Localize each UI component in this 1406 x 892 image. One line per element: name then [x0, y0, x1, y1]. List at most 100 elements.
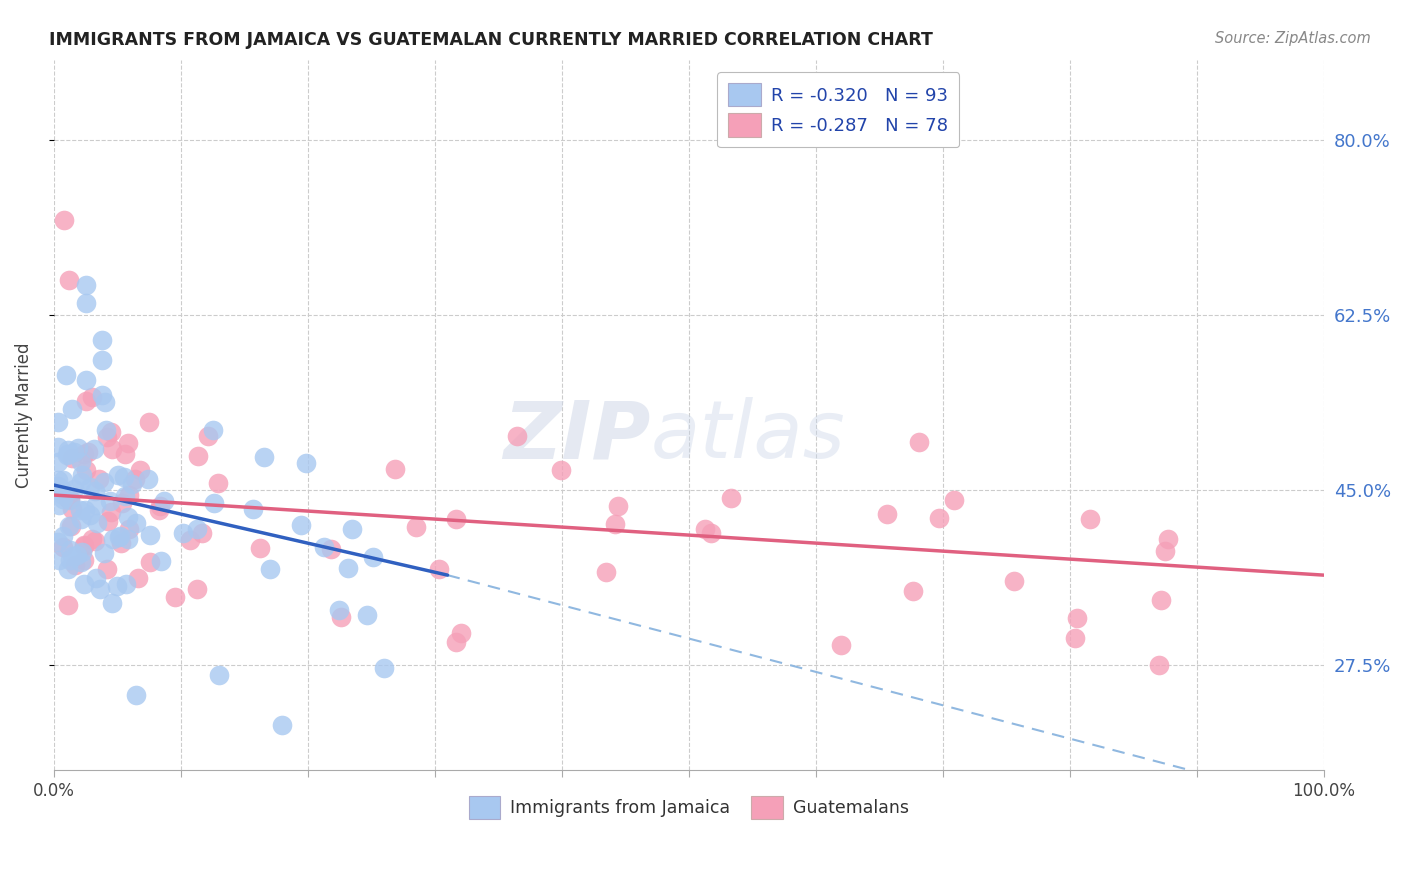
Point [75, 394, 97, 409]
Point [187, 449, 209, 463]
Point [117, 509, 139, 524]
Point [96, 562, 118, 576]
Point [79, 508, 101, 522]
Point [52, 473, 75, 487]
Point [595, 565, 617, 579]
Point [1066, 611, 1088, 625]
Point [48, 553, 70, 567]
Point [928, 510, 950, 524]
Point [70, 475, 93, 490]
Point [190, 525, 212, 540]
Point [69, 503, 91, 517]
Point [60, 401, 83, 416]
Point [76, 445, 98, 459]
Point [1150, 593, 1173, 607]
Point [450, 626, 472, 640]
Point [908, 434, 931, 449]
Text: IMMIGRANTS FROM JAMAICA VS GUATEMALAN CURRENTLY MARRIED CORRELATION CHART: IMMIGRANTS FROM JAMAICA VS GUATEMALAN CU… [49, 31, 934, 49]
Point [700, 526, 723, 541]
Point [118, 487, 141, 501]
Point [93, 475, 115, 490]
Point [186, 522, 208, 536]
Point [107, 468, 129, 483]
Point [46, 416, 69, 430]
Point [149, 554, 172, 568]
Point [427, 562, 450, 576]
Point [249, 541, 271, 555]
Point [75, 503, 97, 517]
Point [186, 582, 208, 597]
Point [1147, 658, 1170, 673]
Point [505, 429, 527, 443]
Y-axis label: Currently Married: Currently Married [15, 343, 32, 488]
Point [84, 571, 107, 585]
Point [179, 533, 201, 548]
Point [124, 472, 146, 486]
Point [73, 538, 96, 552]
Point [58, 598, 80, 612]
Point [80, 533, 103, 547]
Point [901, 583, 924, 598]
Point [91, 333, 114, 347]
Point [138, 555, 160, 569]
Point [62, 549, 84, 564]
Point [79, 480, 101, 494]
Point [84, 498, 107, 512]
Point [70, 511, 93, 525]
Point [87, 472, 110, 486]
Point [117, 435, 139, 450]
Point [75, 277, 97, 292]
Point [105, 579, 128, 593]
Point [58, 273, 80, 287]
Point [46, 473, 69, 487]
Point [384, 462, 406, 476]
Point [70, 545, 93, 559]
Text: ZIP: ZIP [503, 397, 651, 475]
Point [46, 534, 69, 549]
Point [75, 296, 97, 310]
Point [356, 608, 378, 623]
Point [66, 548, 89, 562]
Point [1064, 632, 1087, 646]
Point [52, 488, 75, 502]
Point [46, 481, 69, 495]
Point [101, 532, 124, 546]
Point [94, 423, 117, 437]
Point [118, 522, 141, 536]
Point [112, 470, 135, 484]
Point [52, 529, 75, 543]
Point [56, 446, 79, 460]
Point [56, 442, 79, 457]
Point [110, 536, 132, 550]
Point [314, 541, 336, 555]
Point [62, 482, 84, 496]
Text: atlas: atlas [651, 397, 845, 475]
Point [607, 499, 630, 513]
Point [202, 495, 225, 509]
Point [83, 442, 105, 456]
Point [127, 571, 149, 585]
Point [58, 519, 80, 533]
Point [943, 493, 966, 508]
Point [242, 502, 264, 516]
Point [60, 519, 83, 533]
Point [63, 445, 86, 459]
Point [830, 638, 852, 652]
Point [1156, 533, 1178, 547]
Point [80, 390, 103, 404]
Point [83, 533, 105, 548]
Point [51, 483, 73, 497]
Point [207, 475, 229, 490]
Point [108, 531, 131, 545]
Point [60, 450, 83, 465]
Point [208, 668, 231, 682]
Point [93, 546, 115, 560]
Point [125, 688, 148, 702]
Point [163, 590, 186, 604]
Point [65, 558, 87, 572]
Point [136, 472, 159, 486]
Point [100, 596, 122, 610]
Point [72, 539, 94, 553]
Point [294, 456, 316, 470]
Point [52, 491, 75, 506]
